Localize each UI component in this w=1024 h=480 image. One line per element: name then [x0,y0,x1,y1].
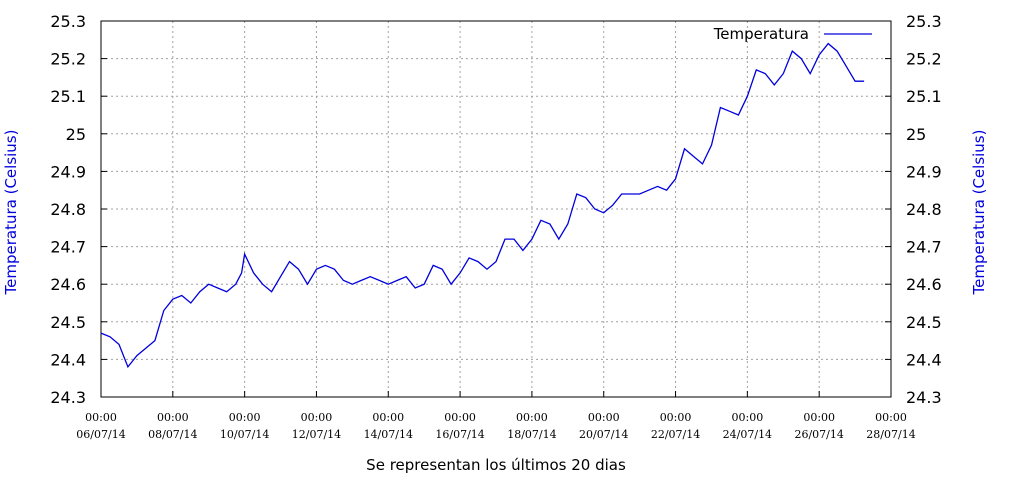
temperature-series-line [100,42,865,369]
legend: Temperatura [713,25,872,43]
y-axis-label-right: Temperatura (Celsius) [970,130,988,296]
x-tick-time: 00:00 [660,411,692,424]
x-tick-time: 00:00 [803,411,835,424]
x-tick-time: 00:00 [372,411,404,424]
x-tick-date: 28/07/14 [866,428,915,441]
x-tick-date: 12/07/14 [292,428,341,441]
y-tick-label-right: 24.5 [906,313,942,332]
y-tick-label-left: 25.1 [50,87,86,106]
x-tick-date: 10/07/14 [220,428,269,441]
y-axis-label-left: Temperatura (Celsius) [2,130,20,296]
y-tick-label-right: 25.1 [906,87,942,106]
y-tick-label-left: 25 [66,125,86,144]
y-tick-label-left: 25.3 [50,12,86,31]
y-tick-label-left: 24.3 [50,388,86,407]
x-tick-time: 00:00 [732,411,764,424]
y-tick-label-left: 24.9 [50,162,86,181]
x-tick-date: 20/07/14 [579,428,628,441]
y-tick-label-left: 24.7 [50,238,86,257]
y-tick-label-left: 24.4 [50,350,86,369]
grid-lines [101,21,891,397]
y-tick-label-right: 24.7 [906,238,942,257]
y-tick-label-left: 24.8 [50,200,86,219]
y-tick-label-right: 24.8 [906,200,942,219]
x-tick-date: 14/07/14 [364,428,413,441]
x-tick-date: 08/07/14 [148,428,197,441]
x-tick-date: 26/07/14 [794,428,843,441]
y-tick-label-right: 25.3 [906,12,942,31]
y-tick-label-right: 25.2 [906,50,942,69]
x-axis-label: Se representan los últimos 20 dias [366,456,626,474]
y-tick-label-left: 24.6 [50,275,86,294]
y-tick-label-left: 24.5 [50,313,86,332]
x-tick-time: 00:00 [588,411,620,424]
y-tick-label-right: 24.9 [906,162,942,181]
legend-label-temperatura: Temperatura [713,25,809,43]
y-tick-label-right: 25 [906,125,926,144]
x-tick-date: 24/07/14 [723,428,772,441]
y-tick-label-right: 24.6 [906,275,942,294]
x-tick-time: 00:00 [444,411,476,424]
y-tick-label-left: 25.2 [50,50,86,69]
left-y-axis: 24.3 24.4 24.5 24.6 24.7 24.8 24.9 25 25.1 25.2 25… [50,12,107,407]
x-tick-date: 18/07/14 [507,428,556,441]
x-axis: 00:00 06/07/14 00:00 08/07/14 00:00 10/07/14 0… [76,391,916,441]
x-tick-time: 00:00 [157,411,189,424]
x-tick-date: 16/07/14 [435,428,484,441]
right-y-axis: 24.3 24.4 24.5 24.6 24.7 24.8 24.9 25 25.1 25.2 25… [885,12,942,407]
x-tick-date: 22/07/14 [651,428,700,441]
y-tick-label-right: 24.3 [906,388,942,407]
x-tick-time: 00:00 [516,411,548,424]
y-tick-label-right: 24.4 [906,350,942,369]
x-tick-date: 06/07/14 [76,428,125,441]
x-tick-time: 00:00 [85,411,117,424]
x-tick-time: 00:00 [229,411,261,424]
x-tick-time: 00:00 [301,411,333,424]
x-tick-time: 00:00 [875,411,907,424]
